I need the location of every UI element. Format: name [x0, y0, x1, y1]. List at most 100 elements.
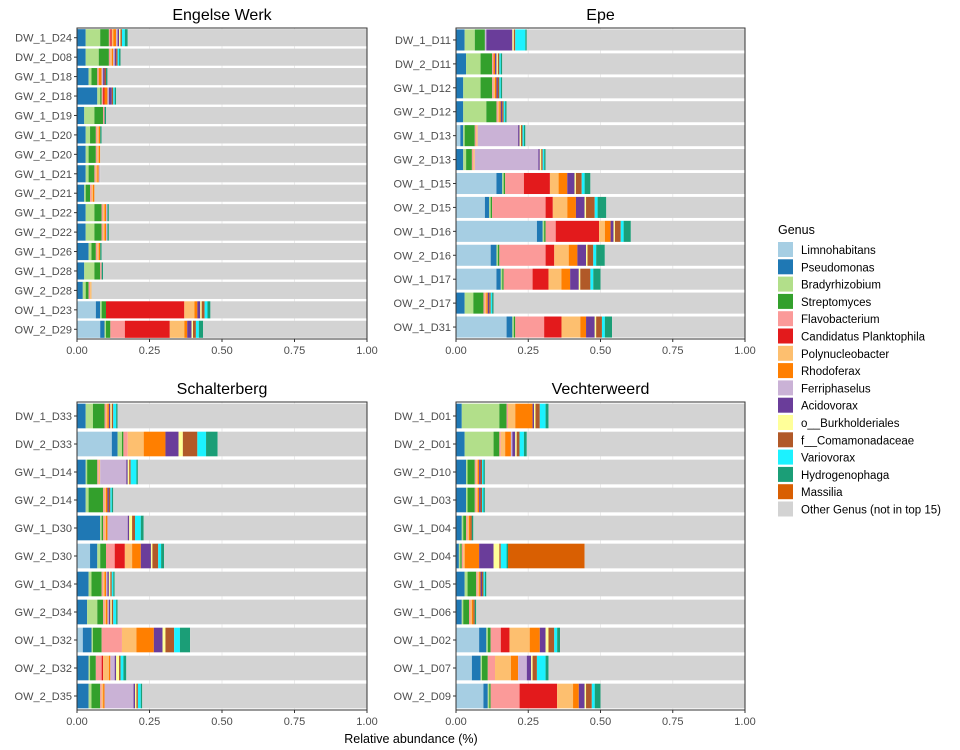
bar-segment	[544, 220, 546, 242]
bar-segment	[137, 459, 367, 485]
bar-segment	[542, 149, 545, 171]
bar-segment	[113, 29, 117, 47]
bar-segment	[463, 543, 465, 569]
bar-segment	[479, 459, 481, 485]
bar-segment	[100, 543, 106, 569]
bar-segment	[497, 101, 500, 123]
bar-segment	[104, 204, 106, 222]
bar-segment	[484, 487, 745, 513]
bar-segment	[111, 571, 114, 597]
bar-segment	[198, 320, 204, 338]
bar-segment	[549, 172, 559, 195]
bar-segment	[85, 487, 89, 513]
bar-segment	[500, 543, 507, 569]
bar-segment	[502, 101, 504, 123]
bar-segment	[474, 459, 477, 485]
bar-segment	[466, 487, 468, 513]
bar-segment	[143, 431, 166, 457]
bar-segment	[496, 172, 503, 195]
bar-segment	[169, 320, 185, 338]
bar-segment	[486, 571, 745, 597]
bar-segment	[456, 515, 462, 541]
legend-label: Candidatus Planktophila	[801, 332, 926, 344]
bar-segment	[456, 459, 467, 485]
bar-segment	[604, 316, 613, 338]
bar-segment	[593, 268, 601, 290]
bar-segment	[113, 599, 117, 625]
bar-segment	[538, 149, 540, 171]
y-tick-label: OW_1_D23	[15, 305, 72, 317]
bar-segment	[164, 543, 367, 569]
bar-segment	[499, 431, 501, 457]
bar-segment	[480, 571, 483, 597]
bar-segment	[483, 683, 488, 709]
y-tick-label: OW_2_D16	[394, 250, 451, 262]
bar-segment	[493, 292, 745, 314]
bar-segment	[77, 515, 101, 541]
legend-swatch	[778, 432, 793, 448]
bar-segment	[479, 543, 494, 569]
bar-segment	[545, 655, 549, 681]
bar-segment	[123, 431, 128, 457]
bar-segment	[108, 223, 368, 241]
y-tick-label: GW_1_D20	[15, 130, 72, 142]
bar-segment	[107, 487, 109, 513]
bar-segment	[104, 571, 106, 597]
bar-segment	[463, 77, 481, 99]
bar-segment	[92, 627, 102, 653]
bar-segment	[610, 220, 614, 242]
y-tick-label: GW_2_D14	[15, 495, 72, 507]
bar-segment	[495, 655, 511, 681]
bar-segment	[104, 515, 106, 541]
bar-segment	[489, 292, 491, 314]
bar-segment	[597, 196, 607, 218]
bar-segment	[515, 431, 517, 457]
bar-segment	[100, 242, 102, 261]
bar-segment	[474, 599, 477, 625]
bar-segment	[114, 543, 125, 569]
bar-segment	[104, 683, 134, 709]
bar-segment	[106, 515, 108, 541]
bar-segment	[124, 320, 170, 338]
bar-segment	[476, 487, 478, 513]
bar-segment	[601, 316, 605, 338]
bar-segment	[150, 543, 153, 569]
bar-segment	[470, 599, 472, 625]
y-tick-label: OW_1_D16	[394, 226, 451, 238]
bar-segment	[591, 683, 595, 709]
bar-segment	[612, 316, 745, 338]
bar-segment	[117, 431, 122, 457]
bar-segment	[456, 101, 464, 123]
y-tick-label: GW_2_D10	[394, 467, 451, 479]
y-tick-label: DW_2_D11	[395, 59, 451, 71]
bar-segment	[110, 599, 112, 625]
bar-segment	[207, 301, 211, 319]
bar-segment	[97, 543, 101, 569]
bar-segment	[460, 125, 464, 147]
bar-segment	[456, 543, 459, 569]
bar-segment	[174, 627, 180, 653]
legend-label: Ferriphaselus	[801, 383, 871, 395]
y-tick-label: GW_1_D22	[15, 208, 72, 220]
bar-segment	[590, 172, 745, 195]
bar-segment	[548, 655, 745, 681]
bar-segment	[477, 571, 480, 597]
bar-segment	[467, 515, 470, 541]
bar-segment	[103, 262, 367, 280]
bar-segment	[184, 301, 195, 319]
bar-segment	[110, 320, 125, 338]
bar-segment	[479, 571, 481, 597]
bar-segment	[140, 683, 143, 709]
legend-label: Variovorax	[801, 453, 855, 465]
bar-segment	[508, 543, 585, 569]
bar-segment	[108, 29, 111, 47]
y-tick-label: GW_2_D13	[394, 155, 451, 167]
legend-swatch	[778, 345, 793, 361]
bar-segment	[113, 48, 115, 66]
bar-segment	[77, 459, 86, 485]
bar-segment	[88, 68, 92, 86]
bar-segment	[108, 599, 111, 625]
y-tick-label: OW_1_D15	[394, 179, 451, 191]
bar-segment	[509, 627, 530, 653]
